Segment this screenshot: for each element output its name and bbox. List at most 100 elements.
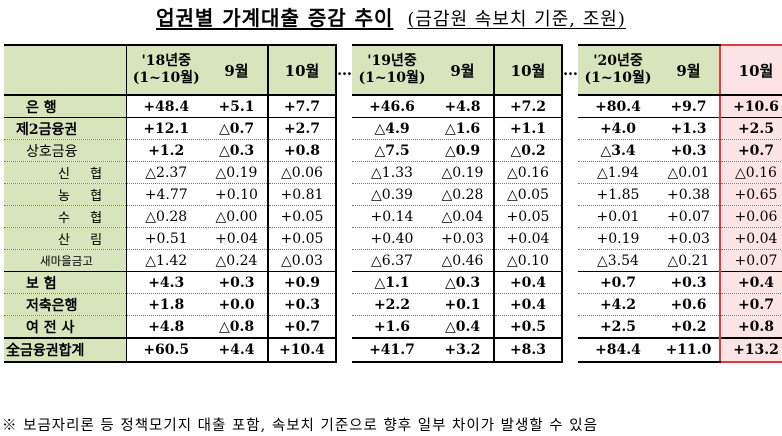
row-label: 산 림 — [4, 227, 127, 250]
value-cell: +8.3 — [493, 337, 563, 363]
gap-cell — [336, 249, 352, 272]
gap-cell — [562, 271, 578, 294]
value-cell: +0.1 — [432, 293, 494, 316]
gap-cell — [336, 315, 352, 338]
value-cell: +0.81 — [267, 183, 337, 206]
value-cell: +9.7 — [658, 95, 720, 118]
gap-cell — [336, 338, 352, 362]
value-cell: △1.94 — [578, 161, 658, 184]
footnote: ※ 보금자리론 등 정책모기지 대출 포함, 속보치 기준으로 향후 일부 차이… — [2, 418, 598, 434]
header-y18-total: '18년중 (1~10월) — [126, 44, 206, 96]
table-row: 여 전 사 +4.8 △0.8 +0.7 +1.6 △0.4 +0.5 +2.5 +0.2 +0.… — [4, 315, 782, 339]
row-label: 저축은행 — [4, 293, 127, 316]
value-cell: +0.51 — [126, 227, 206, 250]
value-cell: +0.38 — [658, 183, 720, 206]
value-cell: △0.21 — [658, 249, 720, 272]
header-y18-oct: 10월 — [267, 44, 337, 96]
value-cell: +0.03 — [432, 227, 494, 250]
value-cell: △0.16 — [719, 161, 782, 184]
value-cell: △6.37 — [352, 249, 432, 272]
value-cell: +0.07 — [658, 205, 720, 228]
table-row: 수 협 △0.28 △0.00 +0.05 +0.14 △0.04 +0.05 +0.01 +0… — [4, 205, 782, 228]
header-y20-total: '20년중 (1~10월) — [578, 44, 658, 96]
value-cell: +2.2 — [352, 293, 432, 316]
value-cell: △1.6 — [432, 117, 494, 140]
gap-cell — [562, 315, 578, 338]
value-cell: +0.4 — [493, 271, 563, 294]
title-main: 업권별 가계대출 증감 추이 — [156, 6, 394, 30]
table-row: 상호금융 +1.2 △0.3 +0.8 △7.5 △0.9 △0.2 △3.4 +0.3 +0.7 — [4, 139, 782, 162]
value-cell: +4.77 — [126, 183, 206, 206]
value-cell: △0.06 — [267, 161, 337, 184]
gap-cell — [336, 183, 352, 206]
value-cell: +0.05 — [267, 227, 337, 250]
value-cell: △4.9 — [352, 117, 432, 140]
value-cell: +2.5 — [578, 315, 658, 339]
gap-cell — [336, 271, 352, 294]
value-cell: +0.03 — [658, 227, 720, 250]
table-row: 저축은행 +1.8 +0.0 +0.3 +2.2 +0.1 +0.4 +4.2 +0.6 +0.7 — [4, 293, 782, 316]
value-cell: +0.05 — [493, 205, 563, 228]
value-cell: +46.6 — [352, 95, 432, 118]
row-label: 全금융권합계 — [4, 337, 127, 363]
row-label: 상호금융 — [4, 139, 127, 162]
value-cell: +0.5 — [493, 315, 563, 339]
value-cell: △1.42 — [126, 249, 206, 272]
value-cell: +0.04 — [719, 227, 782, 250]
table-row: 全금융권합계 +60.5 +4.4 +10.4 +41.7 +3.2 +8.3 +84.4 +1… — [4, 337, 782, 363]
value-cell: +0.3 — [658, 271, 720, 294]
gap-cell — [336, 161, 352, 184]
gap-cell — [336, 293, 352, 316]
header-y20-oct: 10월 — [719, 44, 782, 96]
gap-cell — [562, 227, 578, 250]
value-cell: △0.03 — [267, 249, 337, 272]
gap-cell — [336, 95, 352, 118]
value-cell: +4.0 — [578, 117, 658, 140]
value-cell: △1.33 — [352, 161, 432, 184]
value-cell: +1.3 — [658, 117, 720, 140]
gap-cell — [562, 293, 578, 316]
document-title: 업권별 가계대출 증감 추이 (금감원 속보치 기준, 조원) — [0, 2, 782, 31]
gap-cell — [336, 227, 352, 250]
value-cell: +0.01 — [578, 205, 658, 228]
value-cell: +48.4 — [126, 95, 206, 118]
gap-cell — [336, 117, 352, 140]
header-dots-1: … — [336, 45, 352, 95]
value-cell: +0.2 — [658, 315, 720, 339]
value-cell: +84.4 — [578, 337, 658, 363]
gap-cell — [562, 161, 578, 184]
value-cell: +0.10 — [206, 183, 268, 206]
value-cell: +0.6 — [658, 293, 720, 316]
value-cell: +0.7 — [578, 271, 658, 294]
value-cell: △0.00 — [206, 205, 268, 228]
row-label: 여 전 사 — [4, 315, 127, 339]
value-cell: △0.2 — [493, 139, 563, 162]
value-cell: +0.06 — [719, 205, 782, 228]
value-cell: △0.19 — [206, 161, 268, 184]
title-subtitle: (금감원 속보치 기준, 조원) — [407, 9, 626, 30]
value-cell: +1.6 — [352, 315, 432, 339]
value-cell: +10.4 — [267, 337, 337, 363]
value-cell: △0.28 — [432, 183, 494, 206]
gap-cell — [336, 139, 352, 162]
row-label: 농 협 — [4, 183, 127, 206]
value-cell: +41.7 — [352, 337, 432, 363]
value-cell: △0.46 — [432, 249, 494, 272]
table-row: 산 림 +0.51 +0.04 +0.05 +0.40 +0.03 +0.04 +0.19 +0… — [4, 227, 782, 250]
gap-cell — [562, 139, 578, 162]
value-cell: +0.14 — [352, 205, 432, 228]
value-cell: +11.0 — [658, 337, 720, 363]
value-cell: △0.4 — [432, 315, 494, 339]
gap-cell — [562, 205, 578, 228]
value-cell: +2.5 — [719, 117, 782, 140]
value-cell: +0.7 — [719, 139, 782, 162]
row-label: 새마을금고 — [4, 249, 127, 272]
table-row: 보 험 +4.3 +0.3 +0.9 △1.1 △0.3 +0.4 +0.7 +0.3 +0.4 — [4, 271, 782, 294]
row-label: 신 협 — [4, 161, 127, 184]
value-cell: △0.19 — [432, 161, 494, 184]
value-cell: +4.8 — [432, 95, 494, 118]
value-cell: +7.2 — [493, 95, 563, 118]
value-cell: △0.8 — [206, 315, 268, 339]
header-y19-oct: 10월 — [493, 44, 563, 96]
value-cell: +0.3 — [267, 293, 337, 316]
